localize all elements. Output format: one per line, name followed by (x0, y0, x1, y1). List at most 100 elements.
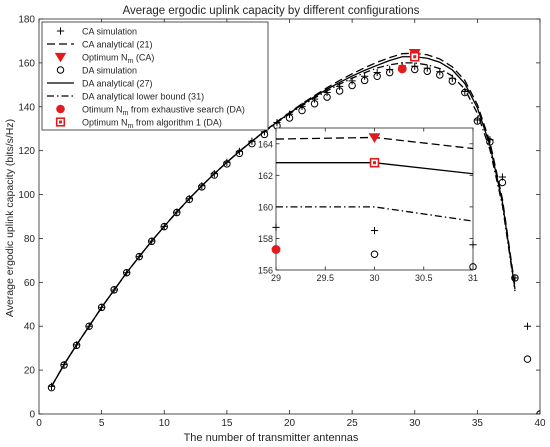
da-simulation-point (385, 68, 394, 77)
inset-ca-simulation-point (469, 241, 477, 249)
legend-optimum-n-m-ca-swatch (54, 52, 67, 63)
y-tick-label: 40 (24, 322, 36, 333)
x-tick-label: 25 (347, 418, 359, 429)
y-tick-label: 180 (18, 15, 35, 26)
da-simulation-point (310, 99, 319, 108)
inset-x-tick-label: 29 (271, 273, 281, 283)
da-simulation-point (185, 195, 194, 204)
da-simulation-point (335, 87, 344, 95)
inset-x-tick-label: 31 (468, 273, 478, 283)
y-tick-label: 140 (18, 102, 35, 113)
da-simulation-point (160, 222, 168, 231)
da-simulation-point (423, 67, 432, 75)
legend-box (41, 21, 269, 131)
legend-optimum-n-m-from-algorithm-1-da-swatch (55, 117, 66, 127)
da-simulation-point (147, 237, 156, 246)
optimum-n-m-from-algorithm-1-da-marker-inner (413, 55, 417, 59)
da-simulation-point (97, 303, 106, 312)
legend-ca-analytical-21-label: CA analytical (21) (82, 40, 153, 50)
y-tick-label: 100 (18, 190, 35, 201)
legend: CA simulation CA analytical (21) Optimum N… (41, 21, 269, 131)
otimum-n-m-from-exhaustive-search-da-marker (397, 64, 407, 74)
inset-otimum-n-m-from-exhaustive-search-da-marker (271, 245, 281, 254)
inset-optimum-n-m-from-algorithm-1-da-marker-inner (372, 161, 377, 165)
da-simulation-point (285, 114, 294, 122)
y-tick-label: 20 (24, 366, 36, 377)
da-simulation-point (373, 72, 381, 81)
inset-x-tick-label: 29.5 (316, 273, 334, 283)
x-tick-label: 40 (534, 418, 546, 429)
x-tick-label: 10 (159, 418, 171, 429)
da-simulation-point (360, 76, 369, 85)
inset-y-tick-label: 162 (258, 171, 273, 181)
inset-x-tick-label: 30.5 (415, 273, 433, 283)
inset-y-tick-label: 158 (258, 234, 273, 244)
legend-optimum-n-m-from-algorithm-1-da-swatch-inner (59, 120, 62, 124)
main-series-layer (47, 48, 540, 414)
da-simulation-point (210, 171, 219, 179)
inset-x-tick-label: 30 (369, 273, 379, 283)
inset-series-layer (271, 133, 477, 270)
inset-da-analytical-lower-bound-31-line (276, 206, 474, 222)
legend-da-simulation-swatch (56, 66, 65, 74)
da-simulation-point (72, 341, 81, 350)
da-analytical-27-line (50, 56, 516, 387)
da-simulation-point (198, 183, 206, 191)
optimum-n-m-from-algorithm-1-da-marker (409, 51, 420, 62)
x-tick-label: 5 (99, 418, 105, 429)
da-simulation-point (298, 106, 306, 115)
da-simulation-point (511, 274, 519, 282)
da-simulation-point (85, 322, 93, 330)
inset-axes-box (275, 127, 474, 271)
ca-simulation-point (361, 72, 369, 80)
x-tick-label: 35 (472, 418, 484, 429)
da-simulation-point (348, 81, 356, 90)
da-simulation-point (173, 208, 181, 217)
da-simulation-point (523, 355, 532, 363)
x-tick-label: 0 (36, 418, 42, 429)
y-tick-label: 60 (24, 278, 36, 289)
da-simulation-point (411, 65, 419, 74)
y-tick-label: 120 (18, 146, 35, 157)
legend-da-simulation-label: DA simulation (82, 66, 137, 76)
legend-ca-simulation-label: CA simulation (82, 27, 137, 37)
inset-optimum-n-m-from-algorithm-1-da-marker (369, 157, 380, 168)
legend-otimum-n-m-from-exhaustive-search-da-swatch (56, 104, 65, 114)
legend-optimum-n-m-ca-label: Optimum Nm (CA) (82, 53, 154, 66)
legend-optimum-n-m-from-algorithm-1-da-label: Optimum Nm from algorithm 1 (DA) (82, 118, 222, 131)
inset-ca-simulation-point (370, 226, 379, 235)
inset-da-simulation-point (370, 250, 379, 258)
x-axis-label: The number of transmitter antennas (184, 432, 359, 444)
y-tick-label: 0 (29, 410, 35, 421)
inset-y-tick-label: 156 (258, 266, 273, 276)
inset-da-simulation-point (469, 263, 477, 270)
inset-y-tick-label: 160 (258, 202, 273, 212)
da-simulation-point (461, 88, 469, 97)
da-simulation-point (110, 286, 118, 294)
da-simulation-point (448, 77, 457, 85)
x-tick-label: 30 (409, 418, 421, 429)
legend-ca-simulation-swatch (56, 27, 65, 35)
inset-y-tick-label: 164 (258, 139, 273, 149)
da-analytical-lower-bound-31-line (50, 62, 516, 387)
chart-title: Average ergodic uplink capacity by diffe… (123, 5, 420, 17)
legend-da-analytical-27-label: DA analytical (27) (82, 79, 153, 89)
da-simulation-point (498, 178, 507, 187)
x-tick-label: 15 (221, 418, 233, 429)
x-tick-label: 20 (284, 418, 296, 429)
y-tick-label: 160 (18, 58, 35, 69)
da-simulation-point (60, 361, 68, 369)
inset-optimum-n-m-ca-marker (368, 133, 381, 144)
y-tick-label: 80 (24, 234, 36, 245)
inset-ca-simulation-point (272, 223, 280, 231)
ca-simulation-point (523, 322, 532, 330)
da-simulation-point (47, 383, 56, 392)
da-simulation-point (122, 268, 131, 277)
da-simulation-point (135, 252, 143, 261)
da-simulation-point (223, 160, 231, 168)
y-axis-label: Average ergodic uplink capacity (bits/s/… (4, 119, 16, 317)
da-simulation-point (436, 71, 444, 79)
inset-plot: 29 29.5 30 30.5 31 156 158 160 162 164 (258, 127, 478, 283)
legend-da-analytical-lower-bound-31-label: DA analytical lower bound (31) (82, 92, 204, 102)
